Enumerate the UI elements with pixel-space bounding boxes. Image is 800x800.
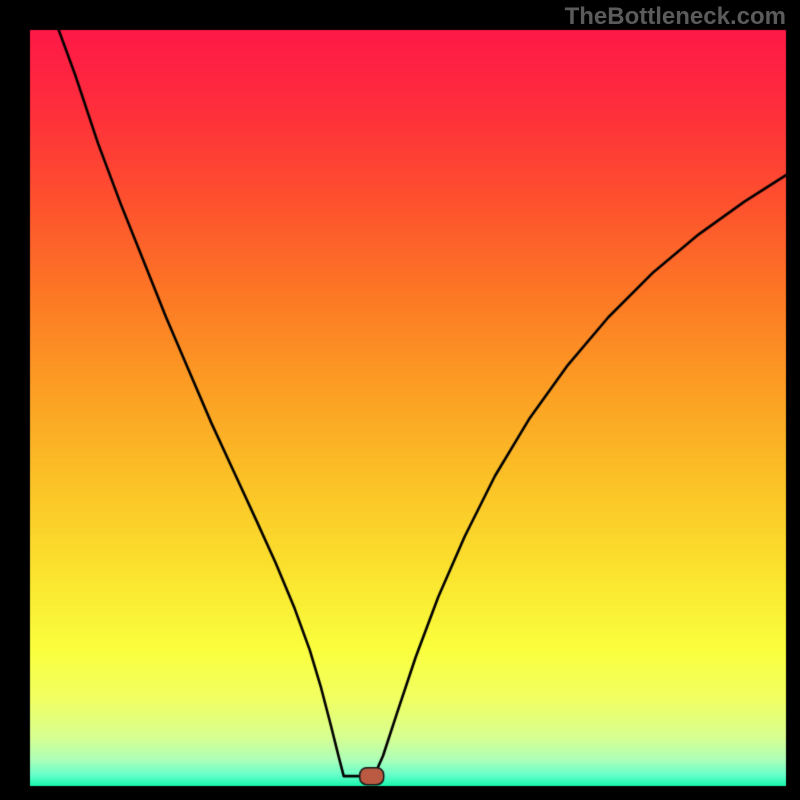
watermark-label: TheBottleneck.com — [565, 3, 786, 31]
bottleneck-curve-canvas — [0, 0, 800, 800]
chart-stage: TheBottleneck.com — [0, 0, 800, 800]
